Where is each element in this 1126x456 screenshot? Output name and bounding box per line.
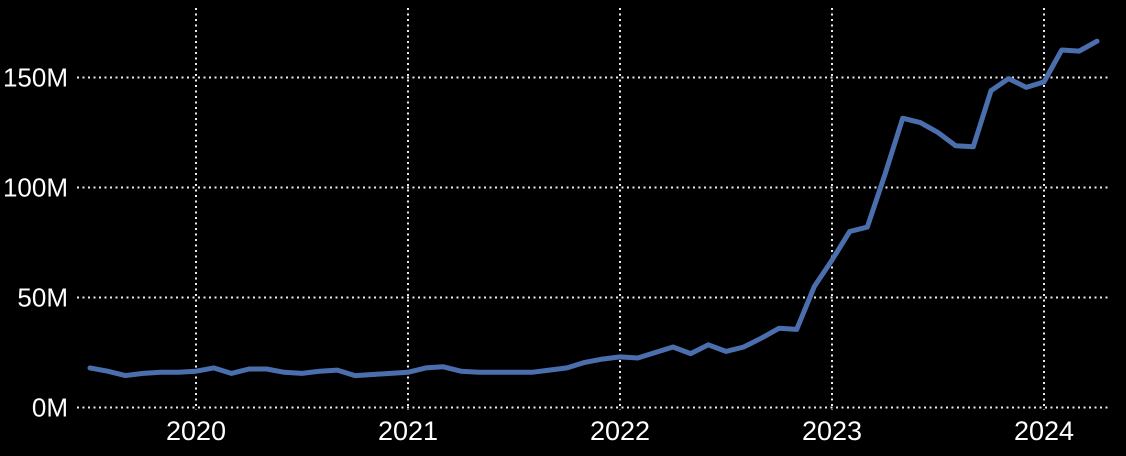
y-tick-label: 50M bbox=[17, 283, 68, 313]
x-tick-label: 2021 bbox=[378, 416, 438, 446]
y-tick-label: 0M bbox=[32, 393, 68, 423]
vertical-gridlines bbox=[195, 8, 1045, 410]
data-series bbox=[87, 38, 1100, 379]
x-tick-label: 2023 bbox=[802, 416, 862, 446]
y-axis-tick-labels: 0M 50M 100M 150M bbox=[3, 63, 68, 423]
y-tick-label: 150M bbox=[3, 63, 68, 93]
series-line bbox=[87, 38, 1100, 379]
x-tick-label: 2024 bbox=[1014, 416, 1074, 446]
x-axis-tick-labels: 2020 2021 2022 2023 2024 bbox=[166, 416, 1074, 446]
x-tick-label: 2022 bbox=[590, 416, 650, 446]
horizontal-gridlines bbox=[77, 76, 1111, 409]
y-tick-label: 100M bbox=[3, 173, 68, 203]
x-tick-label: 2020 bbox=[166, 416, 226, 446]
